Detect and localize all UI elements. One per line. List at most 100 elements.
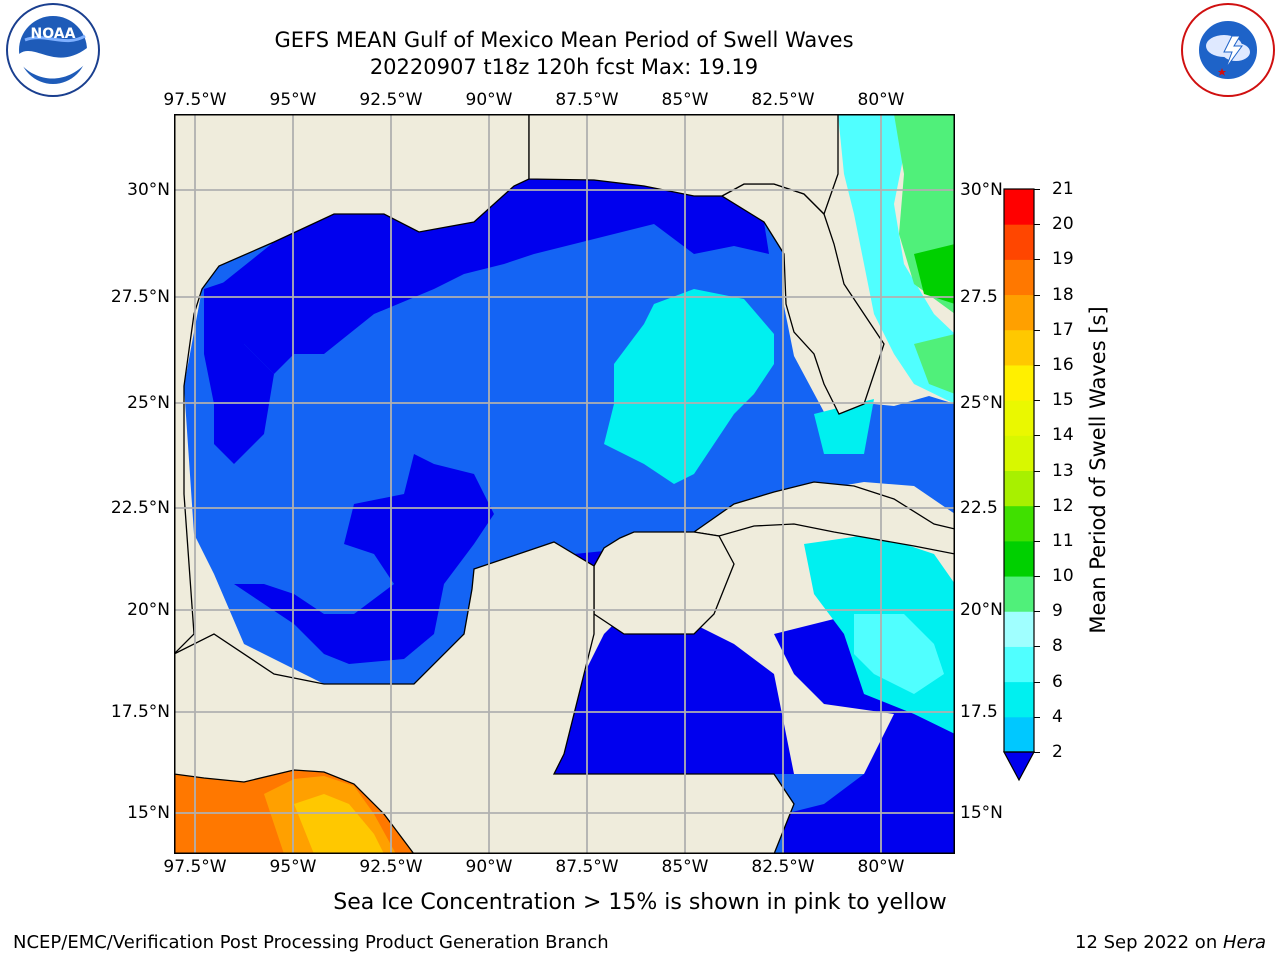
colorbar-band-2-4 [1004,716,1034,753]
svg-text:NOAA: NOAA [31,26,76,42]
colorbar-tick-17: 17 [1052,319,1074,340]
colorbar-tick-20: 20 [1052,214,1074,235]
colorbar-band-14-15 [1004,400,1034,436]
central-america [174,541,795,854]
colorbar-band-13-14 [1004,435,1034,471]
lon-label-bottom-90w: 90°W [465,857,513,877]
yucatan-peninsula [593,531,735,635]
colorbar [1002,188,1036,782]
colorbar-band-16-17 [1004,329,1034,366]
lon-label-top-90w: 90°W [465,90,513,110]
colorbar-tick-10: 10 [1052,566,1074,587]
lat-label-right-30n: 30°N [960,180,1003,200]
colorbar-tickmark-6 [1034,681,1040,683]
lat-label-left-15n: 15°N [127,803,170,823]
lon-label-top-95w: 95°W [269,90,317,110]
colorbar-tickmark-12 [1034,505,1040,507]
lon-label-bottom-95w: 95°W [269,857,317,877]
colorbar-tickmark-8 [1034,646,1040,648]
sea-ice-caption: Sea Ice Concentration > 15% is shown in … [333,890,947,915]
lat-label-left-22.5n: 22.5°N [110,498,170,518]
atlantic-green [914,244,955,304]
colorbar-band-6-8 [1004,646,1034,683]
footer-host: Hera [1222,932,1266,953]
colorbar-tick-8: 8 [1052,636,1063,657]
colorbar-tick-14: 14 [1052,425,1074,446]
lon-label-bottom-85w: 85°W [661,857,709,877]
colorbar-band-20-21 [1004,189,1034,225]
chart-subtitle: 20220907 t18z 120h fcst Max: 19.19 [369,55,759,79]
gulf-campeche [234,454,494,664]
colorbar-tick-19: 19 [1052,249,1074,270]
colorbar-band-17-18 [1004,294,1034,331]
footer-right: 12 Sep 2022 on Hera [1075,932,1266,953]
colorbar-tickmark-9 [1034,611,1040,613]
colorbar-tick-15: 15 [1052,390,1074,411]
lon-label-top-82.5w: 82.5°W [751,90,815,110]
lon-label-bottom-87.5w: 87.5°W [555,857,619,877]
colorbar-tick-2: 2 [1052,742,1063,762]
grid-lines [174,114,955,854]
colorbar-tickmark-19 [1034,259,1040,261]
colorbar-band-4-6 [1004,681,1034,718]
lat-label-right-22.5n: 22.5 [960,498,998,518]
colorbar-tick-18: 18 [1052,284,1074,305]
pacific-yellow [294,794,384,854]
lat-label-left-27.5n: 27.5°N [110,287,170,307]
florida-straits-cyan [814,399,874,454]
colorbar-tick-13: 13 [1052,460,1074,481]
colorbar-extend-triangle [1002,751,1036,782]
lon-label-bottom-97.5w: 97.5°W [163,857,227,877]
footer-left: NCEP/EMC/Verification Post Processing Pr… [13,932,609,953]
noaa-logo: NOAA [5,2,101,98]
lon-label-top-85w: 85°W [661,90,709,110]
lat-label-left-17.5n: 17.5°N [110,702,170,722]
lat-label-left-25n: 25°N [127,393,170,413]
lon-label-top-80w: 80°W [857,90,905,110]
lat-label-right-25n: 25°N [960,393,1003,413]
lon-label-top-97.5w: 97.5°W [163,90,227,110]
lat-label-left-30n: 30°N [127,180,170,200]
lat-label-right-17.5n: 17.5 [960,702,998,722]
colorbar-tickmark-16 [1034,364,1040,366]
lon-label-bottom-80w: 80°W [857,857,905,877]
chart-title: GEFS MEAN Gulf of Mexico Mean Period of … [274,28,854,52]
gulf-yucatan-shelf [550,534,794,774]
mexico-west-coast [174,114,530,655]
map-plot [174,114,955,854]
colorbar-tickmark-2 [1034,752,1040,753]
colorbar-band-19-20 [1004,224,1034,260]
lon-label-top-92.5w: 92.5°W [359,90,423,110]
colorbar-tickmark-10 [1034,576,1040,578]
colorbar-tickmark-17 [1034,329,1040,331]
colorbar-tick-4: 4 [1052,706,1063,727]
colorbar-band-10-11 [1004,540,1034,577]
lat-label-right-20n: 20°N [960,600,1003,620]
us-gulf-coast [528,114,839,216]
lon-label-bottom-92.5w: 92.5°W [359,857,423,877]
colorbar-band-12-13 [1004,470,1034,507]
colorbar-tick-11: 11 [1052,530,1074,551]
bahamas-green [914,334,955,394]
colorbar-band-11-12 [1004,505,1034,542]
lat-label-right-27.5n: 27.5 [960,287,998,307]
caribbean-lightcyan [854,614,944,694]
gulf-shelf-west [204,279,274,464]
colorbar-tickmark-14 [1034,435,1040,437]
colorbar-tickmark-11 [1034,540,1040,542]
lon-label-bottom-82.5w: 82.5°W [751,857,815,877]
colorbar-band-8-9 [1004,611,1034,647]
colorbar-tick-9: 9 [1052,601,1063,622]
colorbar-tick-12: 12 [1052,495,1074,516]
colorbar-tickmark-21 [1034,189,1040,190]
colorbar-label: Mean Period of Swell Waves [s] [1086,306,1110,634]
nws-logo [1180,2,1276,98]
gulf-shelf-north [209,179,769,374]
lat-label-right-15n: 15°N [960,803,1003,823]
cuba-island [692,481,955,555]
colorbar-band-9-10 [1004,576,1034,612]
colorbar-band-15-16 [1004,364,1034,401]
colorbar-band-18-19 [1004,259,1034,296]
lon-label-top-87.5w: 87.5°W [555,90,619,110]
colorbar-tickmark-15 [1034,400,1040,402]
